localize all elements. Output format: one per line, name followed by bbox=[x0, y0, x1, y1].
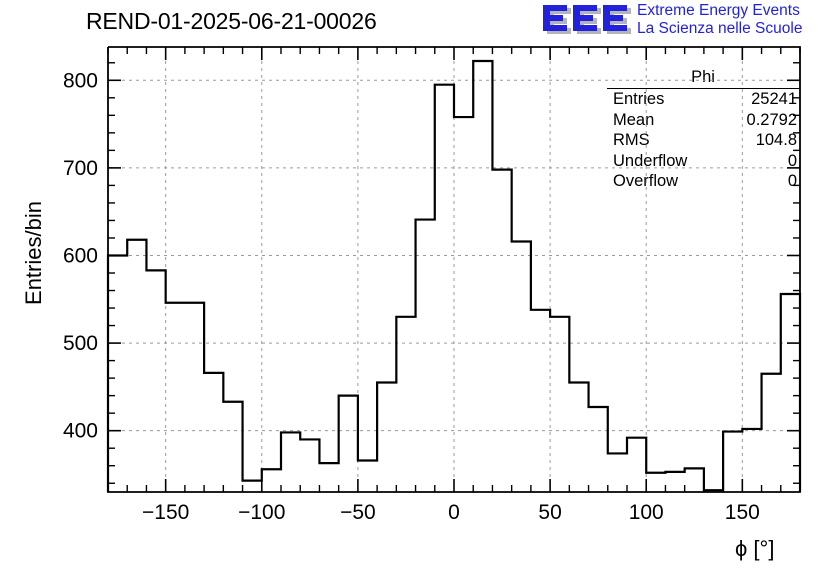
page-title: REND-01-2025-06-21-00026 bbox=[86, 8, 377, 34]
stats-row-label: Underflow bbox=[613, 151, 688, 170]
x-axis-title: ϕ [°] bbox=[735, 536, 774, 562]
histogram-step-line bbox=[106, 59, 802, 492]
x-tick-label: −100 bbox=[238, 501, 285, 524]
x-tick-label: −50 bbox=[340, 501, 376, 524]
stats-row: Underflow 0 bbox=[607, 151, 799, 172]
stats-row-value: 104.8 bbox=[755, 131, 797, 149]
stats-row: Entries 25241 bbox=[607, 89, 799, 110]
stats-row-label: Entries bbox=[613, 90, 665, 108]
stats-row-value: 0.2792 bbox=[746, 110, 797, 129]
stats-row-label: Mean bbox=[613, 110, 655, 129]
x-tick-label: 150 bbox=[725, 501, 760, 524]
x-tick-label: 50 bbox=[538, 501, 561, 524]
x-tick-label: −150 bbox=[142, 501, 189, 524]
x-tick-label: 0 bbox=[448, 501, 460, 524]
stats-row-value: 0 bbox=[787, 172, 797, 190]
x-axis-title-text: ϕ [°] bbox=[735, 536, 775, 561]
eee-logo-mark bbox=[543, 5, 631, 34]
stats-rows: Entries 25241 Mean 0.2792 RMS 104.8 Underflow 0… bbox=[607, 89, 799, 192]
y-tick-label: 500 bbox=[63, 332, 98, 355]
stats-row-value: 0 bbox=[787, 151, 797, 170]
y-tick-label: 800 bbox=[63, 69, 98, 92]
stats-row: RMS 104.8 bbox=[607, 130, 799, 151]
eee-logo-line1: Extreme Energy Events bbox=[637, 2, 800, 19]
stats-row-label: Overflow bbox=[613, 172, 679, 190]
eee-logo-text: Extreme Energy Events La Scienza nelle S… bbox=[637, 2, 802, 38]
y-tick-label: 600 bbox=[63, 244, 98, 267]
stats-row-value: 25241 bbox=[751, 90, 797, 108]
stats-title: Phi bbox=[607, 68, 799, 89]
stats-row: Mean 0.2792 bbox=[607, 110, 799, 131]
stats-row-label: RMS bbox=[613, 131, 650, 149]
y-tick-label: 700 bbox=[63, 157, 98, 180]
eee-logo-line2: La Scienza nelle Scuole bbox=[637, 20, 803, 37]
y-tick-label: 400 bbox=[63, 420, 98, 443]
stats-box: Phi Entries 25241 Mean 0.2792 RMS 104.8 Underf… bbox=[607, 68, 799, 192]
x-tick-label: 100 bbox=[629, 501, 664, 524]
stats-row: Overflow 0 bbox=[607, 171, 799, 192]
eee-logo: Extreme Energy Events La Scienza nelle S… bbox=[541, 2, 833, 40]
